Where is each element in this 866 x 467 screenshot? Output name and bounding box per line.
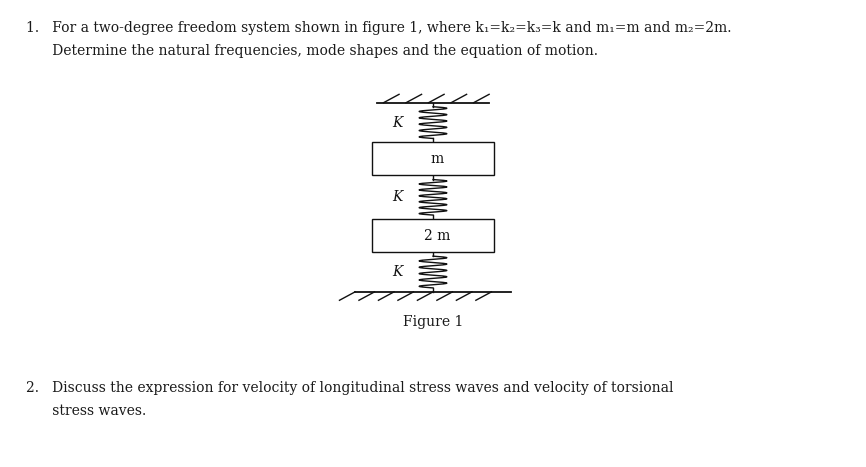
Text: 2 m: 2 m — [424, 229, 450, 243]
Text: 2.   Discuss the expression for velocity of longitudinal stress waves and veloci: 2. Discuss the expression for velocity o… — [26, 381, 674, 395]
Text: K: K — [392, 191, 403, 204]
Bar — [372, 142, 494, 175]
Text: m: m — [430, 152, 444, 166]
Text: 1.   For a two-degree freedom system shown in figure 1, where k₁=k₂=k₃=k and m₁=: 1. For a two-degree freedom system shown… — [26, 21, 732, 35]
Bar — [372, 219, 494, 252]
Text: K: K — [392, 116, 403, 129]
Text: K: K — [392, 265, 403, 279]
Text: Figure 1: Figure 1 — [403, 315, 463, 329]
Text: stress waves.: stress waves. — [26, 404, 146, 418]
Text: Determine the natural frequencies, mode shapes and the equation of motion.: Determine the natural frequencies, mode … — [26, 44, 598, 58]
